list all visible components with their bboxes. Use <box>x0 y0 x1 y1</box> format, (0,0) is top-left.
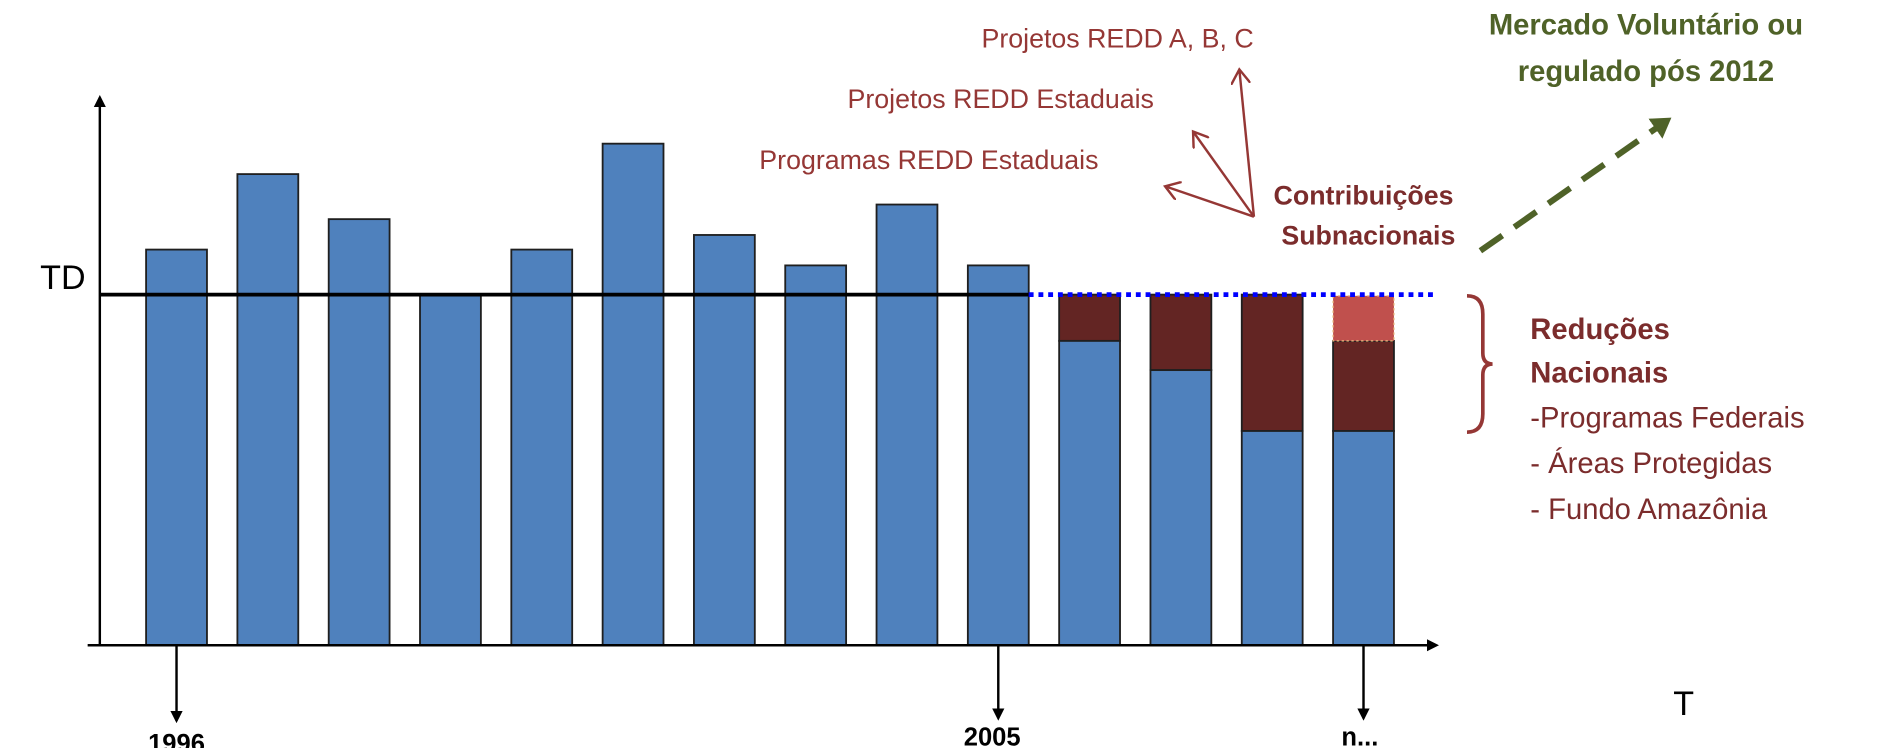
marker-label: 1996 <box>148 730 205 748</box>
national-title: Nacionais <box>1530 358 1668 390</box>
national-item: - Fundo Amazônia <box>1530 494 1768 526</box>
national-item: -Programas Federais <box>1530 403 1804 435</box>
y-label: TD <box>40 259 85 297</box>
sub-title: Subnacionais <box>1281 220 1455 250</box>
sub-item: Projetos REDD A, B, C <box>981 23 1253 53</box>
sub-title: Contribuições <box>1274 180 1454 210</box>
national-title: Reduções <box>1530 314 1670 346</box>
marker-label: 2005 <box>964 724 1021 748</box>
sub-item: Programas REDD Estaduais <box>759 145 1098 175</box>
marker-label: n... <box>1341 724 1378 748</box>
x-label: T <box>1673 685 1694 723</box>
market-text: Mercado Voluntário ou <box>1489 10 1803 42</box>
sub-arrows <box>1165 69 1256 218</box>
sub-item: Projetos REDD Estaduais <box>847 84 1153 114</box>
market-text: regulado pós 2012 <box>1518 56 1774 88</box>
market-arrow <box>1478 117 1672 254</box>
bracket <box>1466 294 1493 435</box>
bars <box>145 142 1395 647</box>
national-item: - Áreas Protegidas <box>1530 447 1772 480</box>
